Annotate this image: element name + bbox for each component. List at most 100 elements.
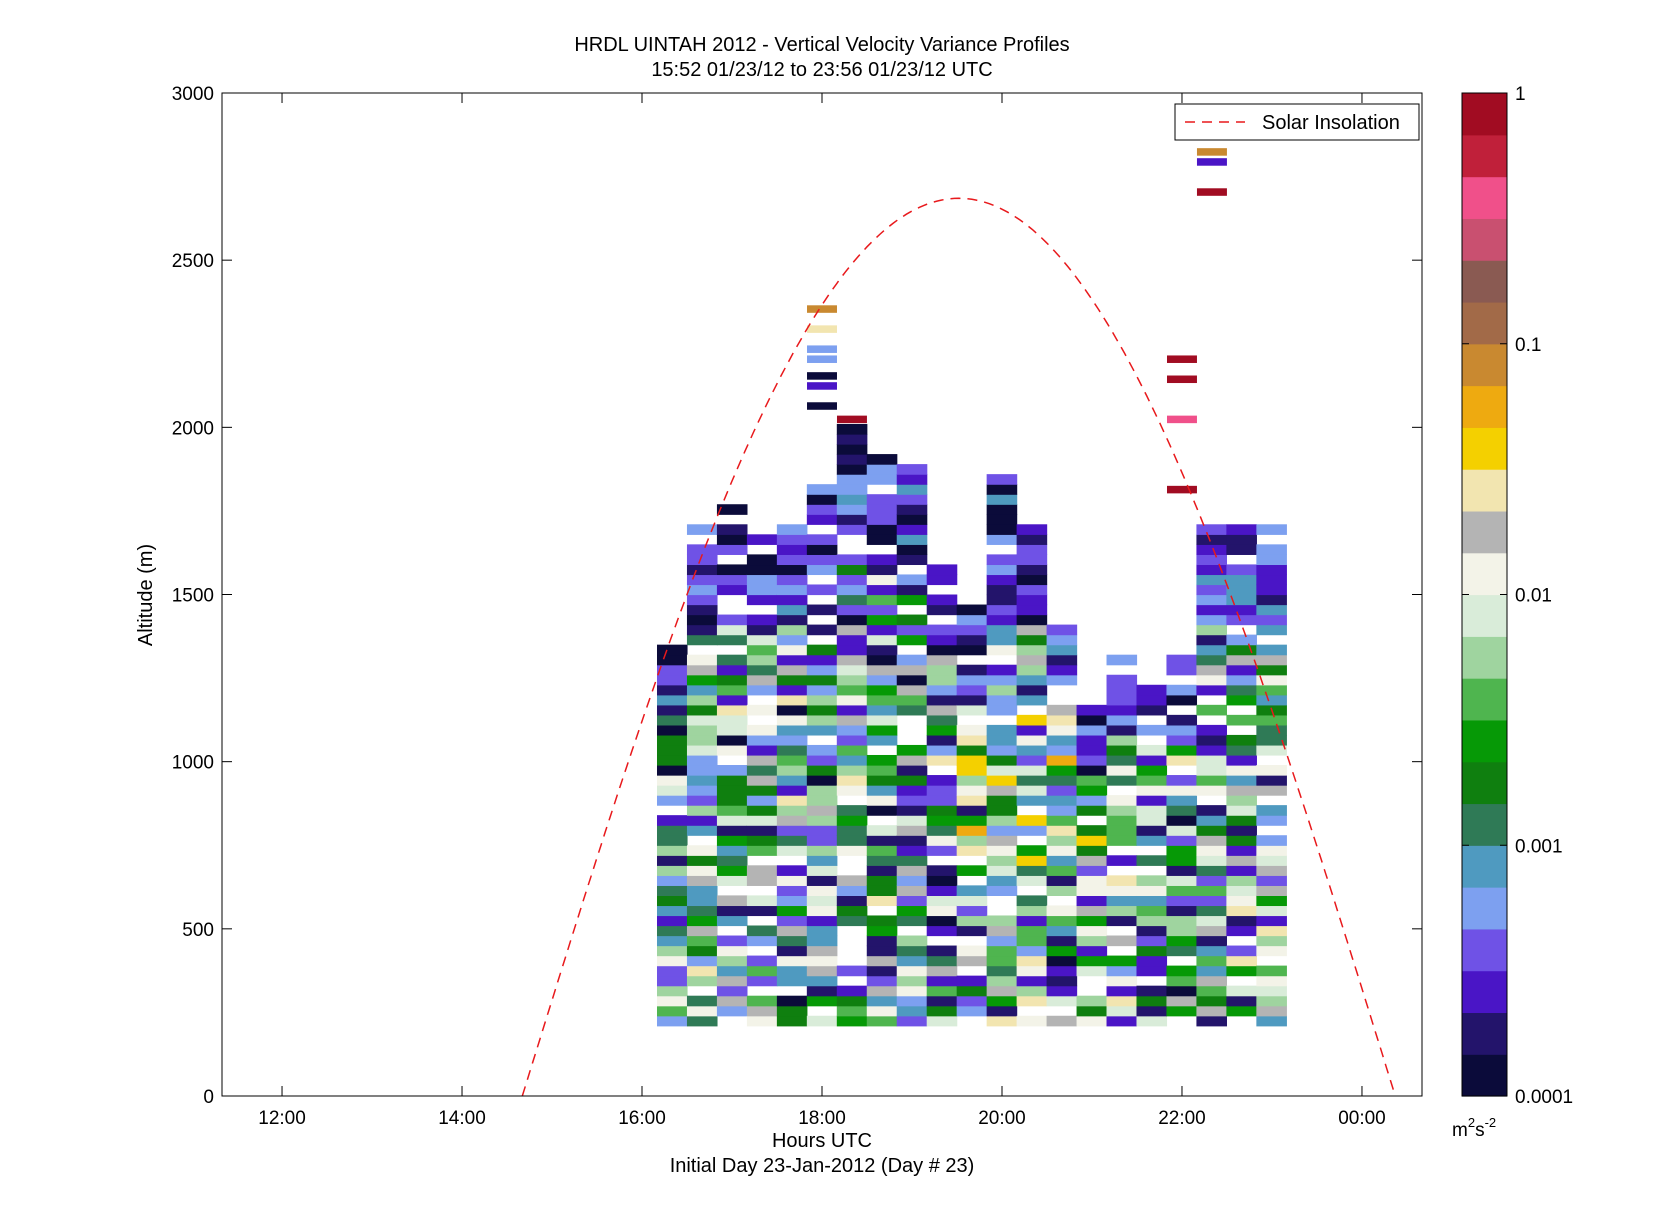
heatmap-cell — [1196, 805, 1227, 816]
heatmap-cell — [896, 1015, 928, 1027]
heatmap-cell — [1226, 644, 1257, 656]
heatmap-cell — [1226, 805, 1257, 816]
heatmap-cell — [1166, 865, 1198, 876]
legend-box — [1174, 103, 1420, 141]
heatmap-cell — [896, 895, 928, 907]
heatmap-cell — [776, 935, 808, 947]
heatmap-cell — [1256, 865, 1287, 876]
heatmap-cell — [1046, 654, 1078, 666]
heatmap-cell — [686, 684, 718, 696]
colorbar-band — [1462, 594, 1507, 637]
heatmap-cell — [956, 945, 988, 957]
heatmap-cell — [776, 744, 808, 756]
heatmap-cell — [1196, 148, 1227, 156]
heatmap-cell — [1166, 915, 1198, 927]
colorbar-tick-label: 0.0001 — [1515, 1087, 1573, 1108]
heatmap-cell — [1016, 955, 1048, 967]
heatmap-cell — [926, 825, 958, 836]
heatmap-cell — [1226, 584, 1257, 596]
heatmap-cell — [1106, 704, 1138, 716]
heatmap-cell — [866, 494, 898, 505]
heatmap-cell — [686, 734, 718, 746]
heatmap-cell — [1046, 785, 1078, 796]
heatmap-cell — [1136, 895, 1168, 907]
heatmap-cell — [1196, 614, 1227, 626]
heatmap-cell — [866, 995, 898, 1007]
heatmap-cell — [776, 684, 808, 696]
heatmap-cell — [686, 855, 718, 866]
heatmap-cell — [776, 995, 808, 1007]
heatmap-cell — [1046, 1015, 1078, 1027]
heatmap-cell — [776, 614, 808, 626]
heatmap-cell — [986, 865, 1018, 876]
heatmap-cell — [1166, 485, 1197, 494]
heatmap-cell — [746, 865, 778, 876]
heatmap-cell — [1136, 885, 1168, 896]
heatmap-cell — [686, 765, 718, 776]
heatmap-cell — [866, 895, 898, 907]
colorbar-band — [1462, 761, 1507, 805]
heatmap-cell — [1226, 614, 1257, 626]
heatmap-cell — [1256, 624, 1287, 636]
heatmap-cell — [1166, 905, 1198, 917]
heatmap-cell — [776, 624, 808, 636]
heatmap-cell — [806, 604, 838, 616]
heatmap-cell — [686, 524, 718, 535]
heatmap-cell — [656, 1015, 688, 1027]
heatmap-cell — [1106, 875, 1138, 886]
heatmap-cell — [1106, 805, 1138, 816]
heatmap-cell — [1166, 714, 1198, 726]
heatmap-cell — [686, 785, 718, 796]
heatmap-cell — [746, 754, 778, 766]
heatmap-cell — [1226, 885, 1257, 896]
heatmap-cell — [986, 594, 1018, 606]
heatmap-cell — [896, 744, 928, 756]
heatmap-cell — [1256, 734, 1287, 746]
heatmap-cell — [1016, 845, 1048, 856]
heatmap-cell — [776, 765, 808, 776]
heatmap-cell — [1016, 895, 1048, 907]
heatmap-cell — [1046, 815, 1078, 826]
heatmap-cell — [776, 905, 808, 917]
heatmap-cell — [716, 1005, 748, 1017]
heatmap-cell — [746, 775, 778, 786]
heatmap-cell — [1226, 604, 1257, 616]
heatmap-cell — [956, 694, 988, 706]
heatmap-cell — [1196, 905, 1227, 917]
heatmap-cell — [716, 875, 748, 886]
heatmap-cell — [926, 644, 958, 656]
heatmap-cell — [1256, 644, 1287, 656]
heatmap-cell — [716, 654, 748, 666]
heatmap-cell — [926, 815, 958, 826]
heatmap-cell — [686, 825, 718, 836]
heatmap-cell — [656, 855, 688, 866]
heatmap-cell — [1196, 955, 1227, 967]
heatmap-cell — [1136, 995, 1168, 1007]
heatmap-cell — [1016, 724, 1048, 736]
heatmap-cell — [1166, 664, 1198, 676]
heatmap-cell — [656, 674, 688, 686]
heatmap-cell — [1196, 654, 1227, 666]
heatmap-cell — [1106, 775, 1138, 786]
heatmap-cell — [926, 915, 958, 927]
heatmap-cell — [986, 734, 1018, 746]
heatmap-cell — [836, 514, 868, 525]
heatmap-cell — [986, 744, 1018, 756]
heatmap-cell — [806, 504, 838, 515]
heatmap-cell — [896, 985, 928, 997]
heatmap-cell — [1106, 1015, 1138, 1027]
heatmap-cell — [866, 574, 898, 586]
heatmap-cell — [866, 644, 898, 656]
heatmap-cell — [716, 945, 748, 957]
heatmap-cell — [656, 905, 688, 917]
heatmap-cell — [806, 855, 838, 866]
heatmap-cell — [776, 724, 808, 736]
heatmap-cell — [776, 634, 808, 646]
heatmap-cell — [1016, 584, 1048, 596]
heatmap-cell — [716, 564, 748, 576]
heatmap-cell — [716, 674, 748, 686]
heatmap-cell — [836, 835, 868, 846]
heatmap-cell — [776, 754, 808, 766]
heatmap-cell — [806, 624, 838, 636]
colorbar-band — [1462, 803, 1507, 846]
